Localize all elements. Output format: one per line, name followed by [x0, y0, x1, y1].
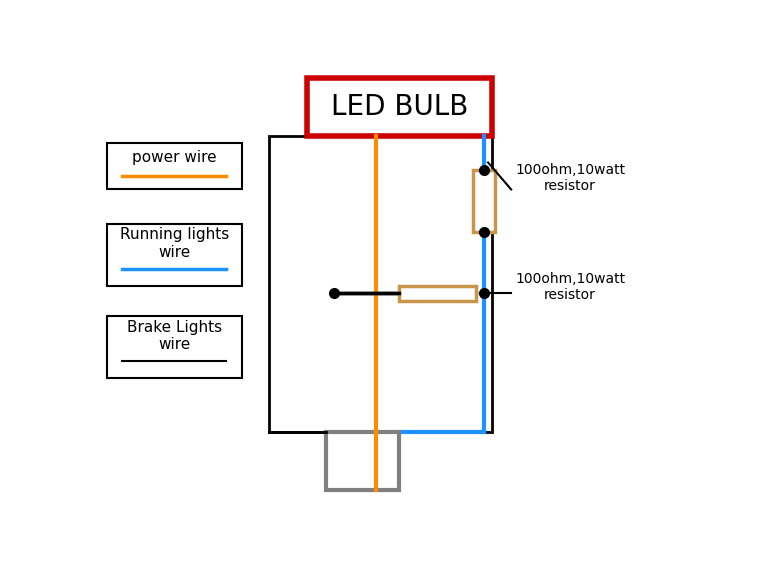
Bar [268, 135, 492, 432]
Bar [107, 317, 242, 378]
Bar [326, 432, 399, 490]
Text: Running lights
wire: Running lights wire [120, 227, 229, 259]
Text: 100ohm,10watt
resistor: 100ohm,10watt resistor [515, 272, 625, 303]
Text: 100ohm,10watt
resistor: 100ohm,10watt resistor [515, 163, 625, 193]
Bar [107, 143, 242, 189]
Text: LED BULB: LED BULB [331, 93, 468, 121]
Bar [307, 78, 492, 135]
Bar [399, 286, 476, 301]
Bar [107, 224, 242, 286]
Text: power wire: power wire [132, 150, 216, 165]
Text: Brake Lights
wire: Brake Lights wire [127, 319, 222, 352]
Bar [474, 170, 495, 232]
